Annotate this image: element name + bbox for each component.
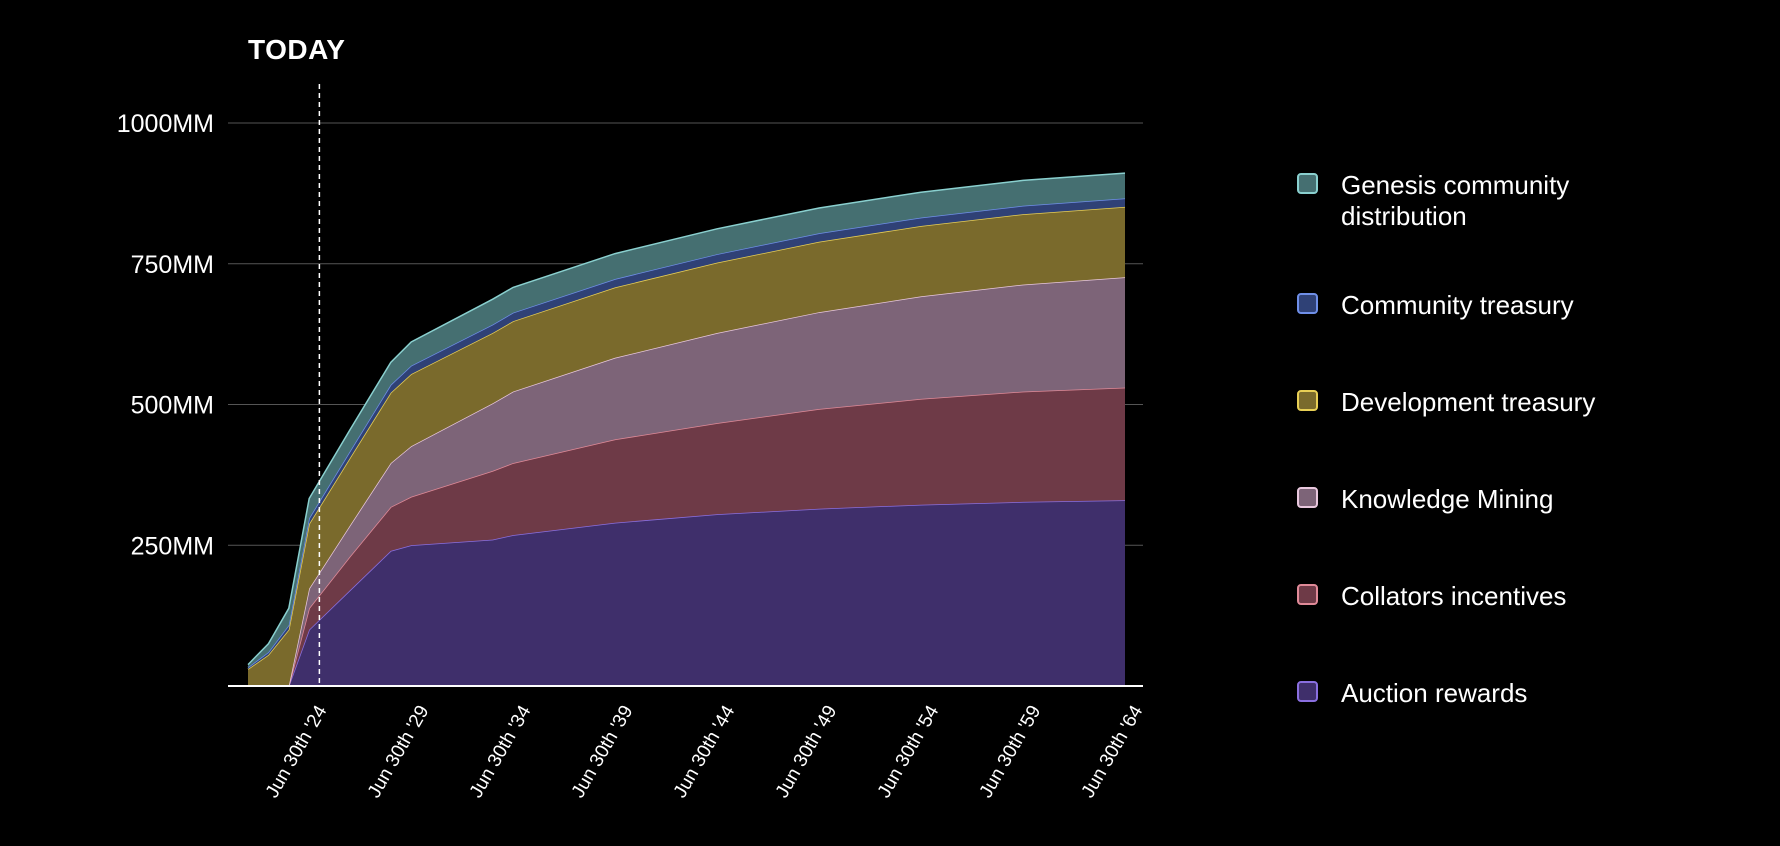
legend-swatch [1297, 584, 1318, 605]
y-axis: 250MM 500MM 750MM 1000MM [117, 110, 214, 560]
area-edge-genesis-community-distribution [247, 172, 1126, 666]
area-development-treasury [248, 206, 1125, 686]
x-tick-label: Jun 30th '29 [364, 702, 434, 802]
area-auction-rewards [248, 500, 1125, 686]
y-tick-label: 250MM [131, 532, 214, 560]
y-tick-label: 500MM [131, 392, 214, 420]
legend-item: Development treasury [1297, 387, 1595, 418]
legend-item: Collators incentives [1297, 581, 1566, 612]
x-axis: Jun 30th '24 Jun 30th '29 Jun 30th '34 Jun … [228, 685, 1148, 802]
x-tick-label: Jun 30th '49 [772, 702, 842, 802]
legend-swatch [1297, 390, 1318, 411]
today-label: TODAY [248, 34, 346, 65]
legend-swatch [1297, 173, 1318, 194]
legend-item: Community treasury [1297, 290, 1574, 321]
x-tick-label: Jun 30th '24 [262, 702, 332, 802]
x-tick-label: Jun 30th '64 [1078, 702, 1148, 802]
area-knowledge-mining [248, 277, 1125, 686]
area-collators-incentives [248, 387, 1125, 686]
x-tick-label: Jun 30th '54 [874, 702, 944, 802]
legend-swatch [1297, 487, 1318, 508]
y-tick-label: 1000MM [117, 110, 214, 138]
x-tick-label: Jun 30th '44 [670, 702, 740, 802]
y-tick-label: 750MM [131, 251, 214, 279]
legend-label: Community treasury [1341, 290, 1574, 320]
legend-label: Auction rewards [1341, 678, 1528, 708]
legend-label: Genesis community distribution [1341, 170, 1570, 231]
legend-item: Genesis community distribution [1297, 170, 1621, 232]
legend-swatch [1297, 681, 1318, 702]
area-series [247, 172, 1126, 687]
x-tick-label: Jun 30th '39 [568, 702, 638, 802]
legend-swatch [1297, 293, 1318, 314]
legend-item: Auction rewards [1297, 678, 1527, 709]
legend-label: Collators incentives [1341, 581, 1567, 611]
legend-label: Knowledge Mining [1341, 484, 1554, 514]
x-tick-label: Jun 30th '34 [466, 702, 536, 802]
x-tick-label: Jun 30th '59 [976, 702, 1046, 802]
legend-label: Development treasury [1341, 387, 1596, 417]
legend-item: Knowledge Mining [1297, 484, 1553, 515]
